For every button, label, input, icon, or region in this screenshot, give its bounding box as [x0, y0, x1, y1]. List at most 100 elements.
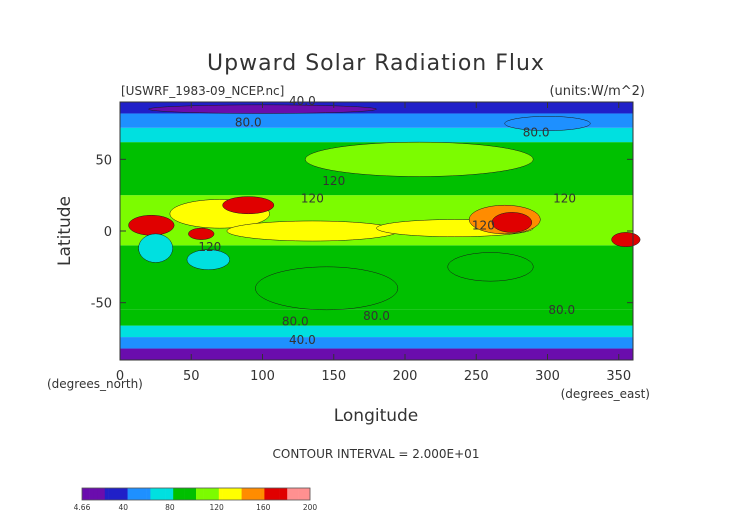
colorbar-swatch-21 [161, 488, 166, 500]
colorbar-swatch-56 [294, 488, 299, 500]
field-feature-5 [491, 212, 533, 233]
colorbar-swatch-8 [112, 488, 117, 500]
contour-label-layer: 40.0 80.0 80.0 120 120 120 120 120 80.0 80.0 80.0 4… [198, 94, 576, 347]
colorbar-swatch-32 [203, 488, 208, 500]
colorbar-swatch-55 [291, 488, 296, 500]
colorbar-swatch-59 [306, 488, 311, 500]
colorbar-swatch-47 [260, 488, 265, 500]
colorbar-swatch-34 [211, 488, 216, 500]
contour-label-10: 80.0 [548, 303, 575, 317]
field-feature-12 [447, 252, 534, 282]
colorbar-swatch-30 [196, 488, 201, 500]
field-feature-9 [138, 233, 173, 263]
colorbar: 4.66 40 80 120 160 200 [74, 487, 318, 512]
colorbar-swatch-15 [139, 488, 144, 500]
contour-label-2: 80.0 [523, 125, 550, 139]
contour-label-0: 40.0 [289, 94, 316, 108]
colorbar-swatch-39 [230, 488, 235, 500]
colorbar-swatch-38 [226, 488, 231, 500]
contour-label-1: 80.0 [235, 115, 262, 129]
chart-title: Upward Solar Radiation Flux [207, 51, 545, 76]
colorbar-swatch-53 [283, 488, 288, 500]
colorbar-swatch-35 [215, 488, 220, 500]
colorbar-swatch-44 [249, 488, 254, 500]
contour-label-9: 80.0 [282, 315, 309, 329]
contour-label-4: 120 [301, 191, 324, 205]
colorbar-tick-label-4: 160 [256, 503, 271, 512]
y-tick-label--50: -50 [91, 297, 112, 312]
contour-label-5: 120 [553, 191, 576, 205]
x-ticks: 0 50 100 150 200 250 300 350 [116, 102, 631, 384]
contour-interval-text: CONTOUR INTERVAL = 2.000E+01 [273, 447, 480, 461]
colorbar-swatch-27 [184, 488, 189, 500]
colorbar-swatch-0 [82, 488, 87, 500]
y-axis-label: Latitude [55, 196, 75, 266]
colorbar-frame [81, 487, 311, 501]
colorbar-swatch-33 [207, 488, 212, 500]
colorbar-swatch-4 [97, 488, 102, 500]
colorbar-swatch-13 [131, 488, 136, 500]
x-tick-label-100: 100 [250, 369, 275, 384]
colorbar-swatch-58 [302, 488, 307, 500]
x-tick-label-350: 350 [606, 369, 631, 384]
contour-label-7: 120 [198, 240, 221, 254]
x-tick-label-50: 50 [183, 369, 200, 384]
colorbar-swatch-54 [287, 488, 292, 500]
field-feature-13 [305, 141, 534, 177]
colorbar-swatch-18 [150, 488, 155, 500]
colorbar-swatch-22 [165, 488, 170, 500]
y-tick-label-50: 50 [95, 153, 112, 168]
file-label: [USWRF_1983-09_NCEP.nc] [121, 84, 284, 98]
colorbar-swatch-29 [192, 488, 197, 500]
colorbar-swatch-36 [218, 488, 223, 500]
y-ticks: -50 0 50 [91, 153, 633, 312]
colorbar-swatch-31 [199, 488, 204, 500]
contour-label-11: 40.0 [289, 333, 316, 347]
field-feature-6 [128, 214, 175, 236]
colorbar-swatch-17 [146, 488, 151, 500]
x-tick-label-0: 0 [116, 369, 124, 384]
colorbar-swatch-51 [275, 488, 280, 500]
colorbar-swatch-11 [123, 488, 128, 500]
field-feature-7 [611, 232, 641, 248]
colorbar-swatch-42 [241, 488, 246, 500]
colorbar-swatch-45 [253, 488, 258, 500]
field-feature-10 [186, 249, 230, 270]
colorbar-swatch-43 [245, 488, 250, 500]
colorbar-swatch-40 [234, 488, 239, 500]
x-unit-label: (degrees_east) [561, 387, 650, 401]
y-unit-label: (degrees_north) [47, 377, 143, 391]
colorbar-swatch-1 [85, 488, 90, 500]
field-band-9 [120, 102, 633, 114]
field-feature-1 [222, 196, 275, 215]
colorbar-swatch-19 [154, 488, 159, 500]
x-tick-label-250: 250 [464, 369, 489, 384]
units-label: (units:W/m^2) [549, 84, 645, 99]
colorbar-swatch-48 [264, 488, 269, 500]
colorbar-swatch-23 [169, 488, 174, 500]
x-axis-label: Longitude [334, 406, 419, 426]
colorbar-tick-label-5: 200 [303, 503, 318, 512]
contour-label-3: 120 [322, 174, 345, 188]
contour-label-8: 80.0 [363, 309, 390, 323]
field-feature-8 [188, 227, 215, 240]
x-tick-label-300: 300 [535, 369, 560, 384]
colorbar-swatch-10 [120, 488, 125, 500]
field-feature-11 [255, 266, 399, 311]
field-band-2 [120, 325, 633, 338]
contour-label-6: 120 [472, 219, 495, 233]
colorbar-swatch-49 [268, 488, 273, 500]
y-tick-label-0: 0 [104, 225, 112, 240]
colorbar-swatch-25 [177, 488, 182, 500]
x-tick-label-150: 150 [321, 369, 346, 384]
colorbar-swatch-5 [101, 488, 106, 500]
colorbar-swatch-20 [158, 488, 163, 500]
field-band-3 [120, 309, 633, 326]
colorbar-tick-label-1: 40 [118, 503, 128, 512]
colorbar-swatch-57 [298, 488, 303, 500]
plot-area [120, 102, 641, 360]
colorbar-swatch-7 [108, 488, 113, 500]
colorbar-swatch-3 [93, 488, 98, 500]
colorbar-swatch-41 [237, 488, 242, 500]
